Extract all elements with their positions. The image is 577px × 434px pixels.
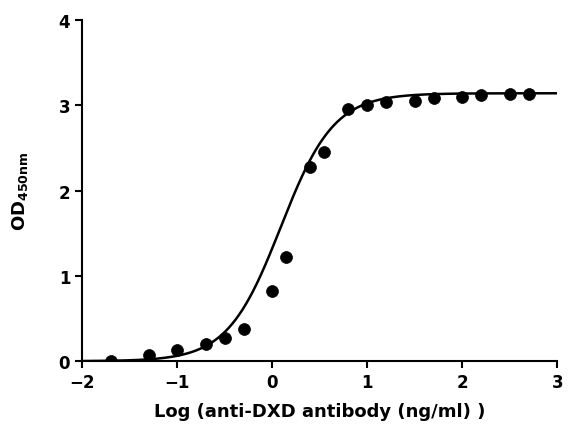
Point bbox=[524, 92, 533, 99]
Point bbox=[505, 92, 514, 99]
X-axis label: Log (anti-DXD antibody (ng/ml) ): Log (anti-DXD antibody (ng/ml) ) bbox=[154, 402, 485, 420]
Point bbox=[343, 107, 353, 114]
Point bbox=[477, 92, 486, 99]
Point bbox=[381, 99, 391, 106]
Point bbox=[268, 288, 277, 295]
Point bbox=[306, 164, 315, 171]
Point bbox=[320, 149, 329, 156]
Point bbox=[410, 98, 419, 105]
Point bbox=[173, 347, 182, 354]
Point bbox=[201, 341, 210, 348]
Point bbox=[429, 95, 439, 102]
Text: $\mathbf{OD_{450nm}}$: $\mathbf{OD_{450nm}}$ bbox=[10, 151, 30, 231]
Point bbox=[362, 102, 372, 109]
Point bbox=[144, 352, 153, 359]
Point bbox=[458, 94, 467, 101]
Point bbox=[239, 326, 248, 332]
Point bbox=[106, 358, 115, 365]
Point bbox=[282, 254, 291, 261]
Point bbox=[220, 335, 229, 342]
